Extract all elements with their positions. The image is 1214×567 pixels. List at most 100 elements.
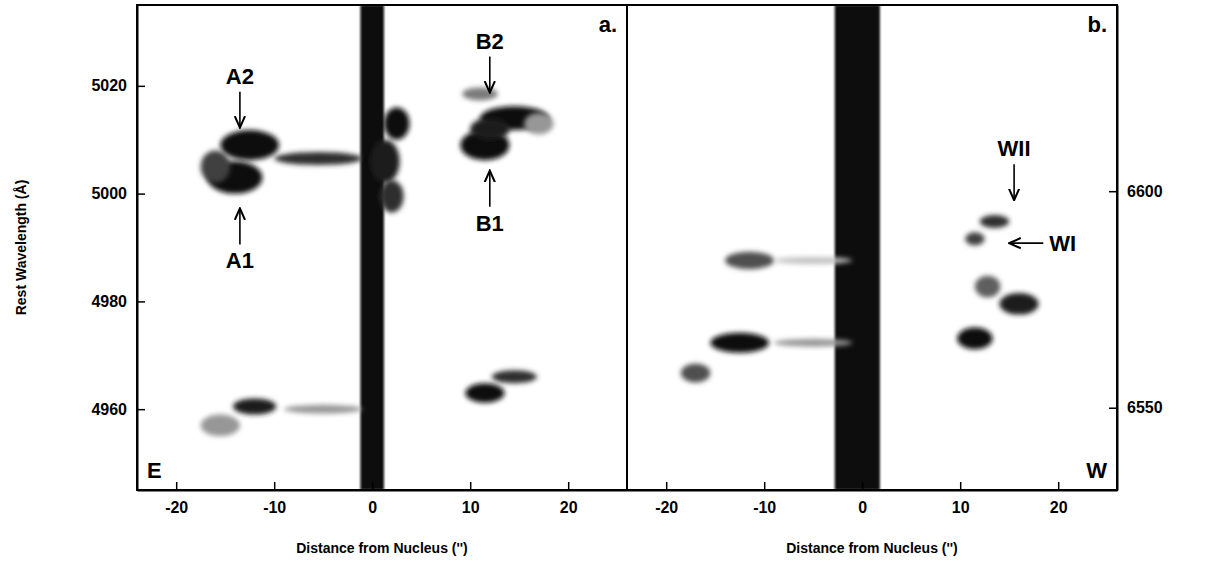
x-tick: -10	[263, 482, 286, 516]
panel-0: -20 -10 0 10 20 4960 4980 5000 5020 Distance from…	[13, 5, 628, 556]
x-tick-mark	[862, 482, 864, 490]
x-axis-line	[628, 490, 1118, 492]
x-tick-label: -10	[263, 499, 286, 516]
annotation-label: B1	[476, 211, 504, 236]
x-tick: 10	[462, 482, 480, 516]
plot-frame	[627, 5, 1117, 490]
x-axis: -20 -10 0 10 20	[138, 482, 628, 516]
plot-frame	[137, 5, 627, 490]
annotation-arrow	[239, 92, 241, 128]
x-tick-mark	[470, 482, 472, 490]
emission-knot	[380, 180, 404, 212]
x-axis: -20-1001020	[628, 482, 1118, 516]
y-tick-label: 5000	[91, 185, 127, 202]
annotation-label: A2	[226, 64, 254, 89]
plot-area	[627, 5, 1117, 490]
y-tick-mark	[137, 193, 145, 195]
y-axis-title: Rest Wavelength (Å)	[13, 180, 29, 316]
y-tick: 4980	[91, 293, 145, 310]
x-tick-label: 20	[560, 499, 578, 516]
annotation-label: WII	[998, 136, 1031, 161]
y-axis-line	[137, 6, 139, 491]
x-tick: -10	[753, 482, 776, 516]
x-tick-mark	[666, 482, 668, 490]
x-tick-mark	[764, 482, 766, 490]
annotation-label: B2	[476, 29, 504, 54]
annotation-label: WI	[1049, 231, 1076, 256]
side-label: E	[147, 458, 162, 483]
x-axis-line	[138, 490, 628, 492]
x-tick-mark	[1058, 482, 1060, 490]
emission-knot	[370, 140, 399, 183]
x-tick-mark	[372, 482, 374, 490]
annotation-arrow	[1009, 242, 1043, 244]
emission-knot	[274, 152, 362, 165]
plot-background	[627, 5, 1117, 490]
emission-knot	[384, 107, 409, 139]
x-tick: 0	[368, 482, 377, 516]
y-axis: 4960 4980 5000 5020	[91, 6, 145, 491]
nucleus-continuum	[835, 5, 880, 490]
emission-knot	[774, 257, 852, 264]
nucleus-continuum	[360, 5, 384, 490]
x-tick: 20	[560, 482, 578, 516]
y-tick-label: 4980	[91, 293, 127, 310]
y-tick: 5000	[91, 185, 145, 202]
panel-label: a.	[599, 12, 617, 37]
y-tick-mark	[1109, 191, 1117, 193]
x-tick-label: -20	[655, 499, 678, 516]
x-tick-mark	[176, 482, 178, 490]
y-axis: 6550 6600	[1109, 6, 1163, 491]
plot-area	[137, 5, 627, 490]
y-axis-line	[1117, 6, 1119, 491]
x-tick-label: 10	[462, 499, 480, 516]
emission-knot	[957, 328, 992, 350]
emission-knot	[980, 215, 1009, 228]
y-tick-mark	[1109, 407, 1117, 409]
emission-knot	[710, 333, 769, 353]
emission-knot	[975, 276, 1000, 298]
annotation-arrow	[489, 57, 491, 93]
x-tick: 10	[952, 482, 970, 516]
emission-knot	[965, 232, 985, 245]
emission-knot	[201, 415, 240, 437]
x-tick-mark	[274, 482, 276, 490]
side-label: W	[1086, 458, 1107, 483]
emission-knot	[462, 87, 497, 100]
figure: -20 -10 0 10 20 4960 4980 5000 5020 Distance from…	[0, 0, 1214, 567]
panel-label: b.	[1087, 12, 1107, 37]
x-tick-label: -10	[753, 499, 776, 516]
x-tick-label: 10	[952, 499, 970, 516]
emission-knot	[492, 370, 537, 383]
y-tick-mark	[137, 86, 145, 88]
x-axis-title: Distance from Nucleus ('')	[296, 540, 468, 556]
x-tick: 20	[1050, 482, 1068, 516]
y-tick-mark	[137, 409, 145, 411]
y-tick-label: 5020	[91, 77, 127, 94]
emission-knot	[774, 339, 852, 347]
annotation-label: A1	[226, 248, 254, 273]
x-tick-label: 20	[1050, 499, 1068, 516]
y-tick-label: 6550	[1127, 399, 1163, 416]
emission-knot	[524, 113, 553, 135]
emission-knot	[999, 293, 1038, 315]
panel-1: -20-100102065506600Distance from Nucleus…	[627, 5, 1163, 556]
y-tick-label: 6600	[1127, 183, 1163, 200]
annotation-arrow	[489, 171, 491, 207]
emission-knot	[201, 151, 230, 183]
emission-knot	[284, 405, 362, 414]
emission-knot	[465, 383, 504, 402]
y-tick-mark	[137, 301, 145, 303]
x-tick: -20	[165, 482, 188, 516]
emission-knot	[681, 364, 710, 383]
y-tick: 6600	[1109, 183, 1163, 200]
x-tick-label: -20	[165, 499, 188, 516]
emission-knot	[725, 252, 774, 269]
y-tick: 6550	[1109, 399, 1163, 416]
annotation-arrow	[239, 208, 241, 244]
x-tick-label: 0	[368, 499, 377, 516]
x-tick: -20	[655, 482, 678, 516]
x-tick-mark	[960, 482, 962, 490]
y-tick: 4960	[91, 401, 145, 418]
emission-knot	[470, 118, 509, 140]
